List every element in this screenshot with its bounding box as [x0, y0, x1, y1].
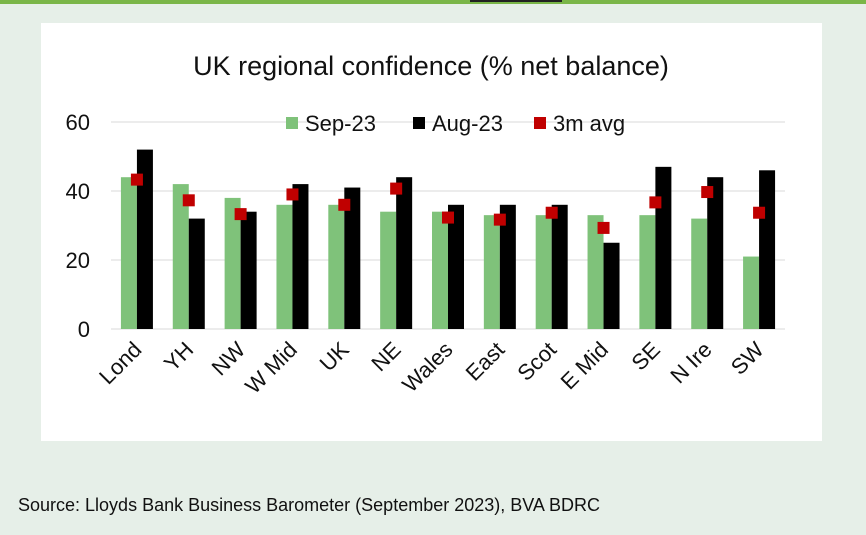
bar-aug-23	[499, 204, 516, 329]
bar-aug-23	[655, 166, 672, 329]
source-note: Source: Lloyds Bank Business Barometer (…	[18, 495, 600, 515]
x-tick-label: Wales	[397, 337, 457, 397]
x-tick-label: YH	[159, 337, 198, 376]
marker-3m-avg	[130, 173, 143, 186]
marker-3m-avg	[338, 198, 351, 211]
x-tick-label: UK	[315, 337, 355, 377]
marker-3m-avg	[493, 213, 506, 226]
marker-3m-avg	[390, 182, 403, 195]
legend: Sep-23 Aug-23 3m avg	[286, 111, 625, 136]
avg-markers	[130, 173, 766, 234]
bar-aug-23	[759, 170, 776, 329]
marker-3m-avg	[649, 196, 662, 209]
y-tick-label: 20	[66, 248, 90, 273]
x-tick-label: SE	[626, 337, 664, 375]
legend-label: Aug-23	[432, 111, 503, 136]
bar-aug-23	[551, 204, 568, 329]
legend-swatch	[534, 117, 546, 129]
y-axis-ticks: 0 20 40 60	[66, 110, 90, 342]
x-tick-label: Lond	[94, 337, 146, 389]
bar-sep-23	[483, 215, 500, 329]
bar-sep-23	[224, 197, 241, 329]
x-tick-label: SW	[726, 337, 769, 380]
legend-label: Sep-23	[305, 111, 376, 136]
bar-sep-23	[172, 184, 189, 329]
marker-3m-avg	[545, 206, 558, 219]
bar-sep-23	[743, 256, 760, 329]
bar-sep-23	[276, 204, 293, 329]
marker-3m-avg	[182, 194, 195, 207]
bar-sep-23	[120, 177, 137, 329]
y-tick-label: 40	[66, 179, 90, 204]
x-tick-label: NE	[366, 337, 405, 376]
bars	[120, 149, 776, 329]
chart-title: UK regional confidence (% net balance)	[193, 51, 669, 81]
top-accent-rule	[0, 0, 866, 4]
y-tick-label: 0	[78, 317, 90, 342]
bar-aug-23	[240, 211, 257, 329]
x-tick-label: NW	[207, 337, 251, 381]
bar-aug-23	[344, 187, 361, 329]
marker-3m-avg	[753, 206, 766, 219]
bar-sep-23	[535, 215, 552, 329]
legend-label: 3m avg	[553, 111, 625, 136]
bar-sep-23	[432, 211, 448, 329]
bar-aug-23	[448, 204, 464, 329]
y-tick-label: 60	[66, 110, 90, 135]
regional-confidence-chart: UK regional confidence (% net balance) 0…	[66, 51, 785, 399]
bar-sep-23	[587, 215, 604, 329]
marker-3m-avg	[234, 208, 247, 221]
bar-aug-23	[292, 184, 309, 329]
bar-aug-23	[707, 177, 724, 329]
x-tick-label: N Ire	[665, 337, 716, 388]
bar-sep-23	[691, 218, 708, 329]
x-tick-label: Scot	[512, 337, 561, 386]
top-header-fragment	[470, 0, 562, 2]
marker-3m-avg	[597, 221, 610, 234]
marker-3m-avg	[701, 186, 714, 199]
x-tick-label: East	[461, 337, 510, 386]
marker-3m-avg	[286, 188, 299, 201]
bar-aug-23	[188, 218, 205, 329]
x-tick-label: E Mid	[556, 337, 613, 394]
bar-aug-23	[136, 149, 153, 329]
x-tick-label: W Mid	[240, 337, 302, 399]
bar-aug-23	[396, 177, 413, 329]
bar-sep-23	[639, 215, 656, 329]
legend-swatch	[286, 117, 298, 129]
bar-aug-23	[603, 242, 620, 329]
marker-3m-avg	[442, 211, 454, 224]
chart-panel: UK regional confidence (% net balance) 0…	[41, 23, 822, 441]
bar-sep-23	[328, 204, 345, 329]
bar-sep-23	[380, 211, 397, 329]
legend-swatch	[413, 117, 425, 129]
